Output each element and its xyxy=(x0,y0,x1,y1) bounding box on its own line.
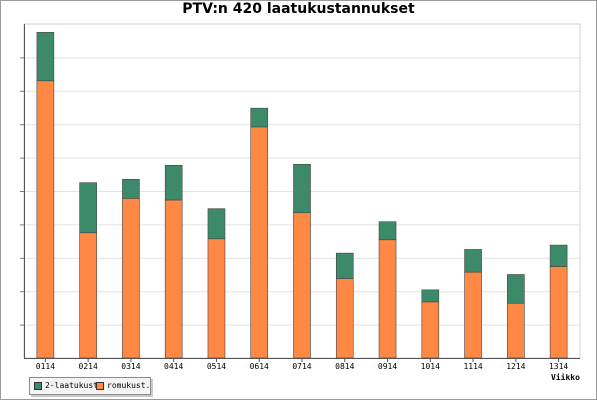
bar-quality2 xyxy=(36,32,55,82)
bar-scrap xyxy=(250,126,269,359)
x-tick-label: 0514 xyxy=(207,362,226,371)
bar-scrap xyxy=(36,80,55,359)
legend: 2-laatukust. romukust. xyxy=(29,377,151,395)
x-tick-label: 1014 xyxy=(421,362,440,371)
x-tick-label: 1314 xyxy=(549,362,568,371)
legend-swatch-quality2 xyxy=(34,381,42,390)
legend-swatch-scrap xyxy=(96,381,104,390)
bar-quality2 xyxy=(79,182,97,234)
x-tick-label: 0414 xyxy=(164,362,183,371)
bar-quality2 xyxy=(122,179,140,199)
bar-scrap xyxy=(207,238,226,359)
bar-quality2 xyxy=(421,289,440,303)
bar-quality2 xyxy=(549,244,568,267)
bar-quality2 xyxy=(378,221,397,241)
bar-scrap xyxy=(378,239,397,359)
x-tick-label: 0114 xyxy=(36,362,55,371)
x-tick-label: 1214 xyxy=(506,362,525,371)
bar-quality2 xyxy=(164,164,183,201)
legend-item-scrap: romukust. xyxy=(96,381,150,390)
x-tick-label: 1114 xyxy=(463,362,482,371)
bar-scrap xyxy=(421,301,440,359)
bar-scrap xyxy=(335,278,354,359)
x-tick-label: 0214 xyxy=(79,362,98,371)
legend-label-quality2: 2-laatukust. xyxy=(45,381,103,390)
bar-quality2 xyxy=(335,252,354,279)
x-tick-label: 0814 xyxy=(335,362,354,371)
x-tick-label: 0614 xyxy=(250,362,269,371)
bar-quality2 xyxy=(207,208,226,240)
bar-quality2 xyxy=(250,107,269,128)
bar-scrap xyxy=(507,302,525,359)
bar-scrap xyxy=(293,212,311,359)
x-tick-label: 0314 xyxy=(121,362,140,371)
bar-quality2 xyxy=(293,163,311,214)
chart-title: PTV:n 420 laatukustannukset xyxy=(182,1,415,17)
x-tick-label: 0914 xyxy=(378,362,397,371)
x-axis-title: Viikko xyxy=(551,373,580,382)
legend-label-scrap: romukust. xyxy=(107,381,151,390)
bar-quality2 xyxy=(507,274,525,304)
bar-scrap xyxy=(549,266,568,359)
legend-item-quality2: 2-laatukust. xyxy=(34,381,103,390)
bar-quality2 xyxy=(464,249,482,273)
bar-scrap xyxy=(122,198,140,359)
bar-scrap xyxy=(164,199,183,359)
bar-scrap xyxy=(79,232,97,359)
bar-scrap xyxy=(464,271,482,359)
x-tick-label: 0714 xyxy=(292,362,311,371)
